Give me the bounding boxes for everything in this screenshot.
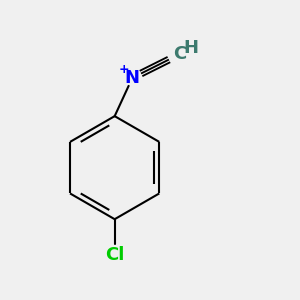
Text: +: + <box>119 63 129 76</box>
Text: Cl: Cl <box>105 245 124 263</box>
Text: H: H <box>184 39 199 57</box>
Text: C: C <box>173 45 186 63</box>
Text: N: N <box>125 69 140 87</box>
